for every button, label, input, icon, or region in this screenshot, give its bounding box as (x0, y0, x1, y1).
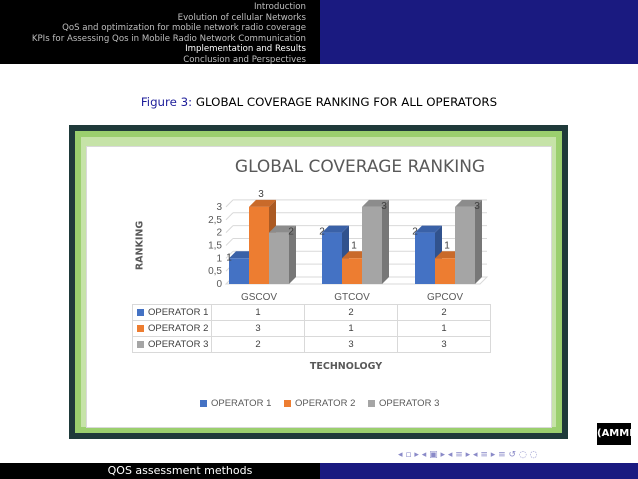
nav-item-qos-optimization[interactable]: QoS and optimization for mobile network … (62, 23, 306, 34)
chart-legend: OPERATOR 1 OPERATOR 2 OPERATOR 3 (200, 398, 449, 409)
table-cell: 3 (211, 320, 305, 337)
gridline-depth (225, 250, 234, 259)
bar-side (289, 225, 296, 284)
table-cell: 3 (304, 336, 398, 353)
bar-top (322, 225, 349, 233)
table-cell: 2 (304, 304, 398, 321)
chart-data-table: OPERATOR 1 1 2 2 OPERATOR 2 3 1 1 OPERAT… (132, 304, 491, 353)
category-label: GSCOV (241, 292, 277, 303)
bar-side (475, 199, 482, 284)
ammi-logo: (AMMI) (597, 423, 638, 445)
bar (415, 232, 435, 284)
bar-top (455, 199, 482, 207)
header-right-panel (320, 0, 638, 64)
nav-item-kpis[interactable]: KPIs for Assessing Qos in Mobile Radio N… (31, 33, 306, 44)
chart-area (86, 146, 552, 428)
header-left-panel (0, 0, 320, 64)
nav-item-introduction[interactable]: Introduction (253, 2, 306, 12)
data-label: 3 (474, 201, 480, 212)
bar-top (269, 225, 296, 233)
bar-top (415, 225, 442, 233)
data-label: 1 (444, 240, 450, 251)
bar (455, 206, 475, 284)
footer-title: QOS assessment methods (107, 464, 253, 477)
gridline-depth (225, 225, 234, 233)
table-cell: 3 (397, 336, 491, 353)
data-label: 2 (288, 227, 294, 238)
data-label: 3 (258, 189, 264, 200)
bar (362, 206, 382, 284)
gridline-depth (225, 212, 234, 221)
table-cell: 2 (211, 336, 305, 353)
y-tick-label: 2,5 (208, 215, 222, 226)
legend-item: OPERATOR 2 (284, 398, 355, 409)
table-row-header: OPERATOR 1 (132, 304, 212, 321)
bar (269, 232, 289, 284)
table-cell: 1 (397, 320, 491, 337)
footer-right-panel (320, 463, 638, 479)
legend-item: OPERATOR 1 (200, 398, 271, 409)
beamer-navigation-icons[interactable]: ◂ ▫ ▸ ◂ ▣ ▸ ◂ ≡ ▸ ◂ ≡ ▸ ≡ ↺ ◌ ◌ (398, 450, 538, 460)
nav-item-evolution[interactable]: Evolution of cellular Networks (177, 12, 306, 23)
data-label: 2 (412, 227, 418, 238)
gridline-depth (225, 199, 234, 208)
category-label: GTCOV (334, 292, 370, 303)
nav-item-implementation[interactable]: Implementation and Results (185, 44, 306, 55)
table-cell: 2 (397, 304, 491, 321)
bar (229, 258, 249, 284)
legend-item: OPERATOR 3 (368, 398, 439, 409)
table-cell: 1 (211, 304, 305, 321)
bar (435, 258, 455, 284)
bar (342, 258, 362, 284)
section-nav: Introduction Evolution of cellular Netwo… (0, 2, 306, 66)
y-tick-label: 0,5 (208, 266, 222, 277)
bar-top (362, 199, 389, 207)
figure-caption-text: GLOBAL COVERAGE RANKING FOR ALL OPERATOR… (195, 95, 498, 109)
data-label: 3 (381, 201, 387, 212)
bar-top (249, 199, 276, 207)
data-label: 1 (226, 252, 232, 263)
footer-left-panel (0, 463, 320, 479)
y-tick-label: 1 (216, 253, 222, 264)
chart-title: GLOBAL COVERAGE RANKING (234, 157, 486, 177)
y-tick-label: 1,5 (208, 240, 222, 251)
x-axis-label: TECHNOLOGY (309, 361, 383, 372)
figure-caption: Figure 3: GLOBAL COVERAGE RANKING FOR AL… (0, 95, 638, 109)
y-tick-label: 3 (216, 202, 222, 213)
bar (249, 206, 269, 284)
figure-number: Figure 3: (140, 95, 193, 109)
table-row-header: OPERATOR 2 (132, 320, 212, 337)
category-label: GPCOV (427, 292, 463, 303)
bar (322, 232, 342, 284)
table-row-header: OPERATOR 3 (132, 336, 212, 353)
gridline-depth (225, 238, 234, 246)
data-label: 2 (319, 227, 325, 238)
data-label: 1 (351, 240, 357, 251)
y-tick-label: 2 (216, 228, 222, 239)
y-tick-label: 0 (216, 279, 222, 290)
table-cell: 1 (304, 320, 398, 337)
bar-side (382, 199, 389, 284)
nav-item-conclusion[interactable]: Conclusion and Perspectives (183, 54, 306, 65)
